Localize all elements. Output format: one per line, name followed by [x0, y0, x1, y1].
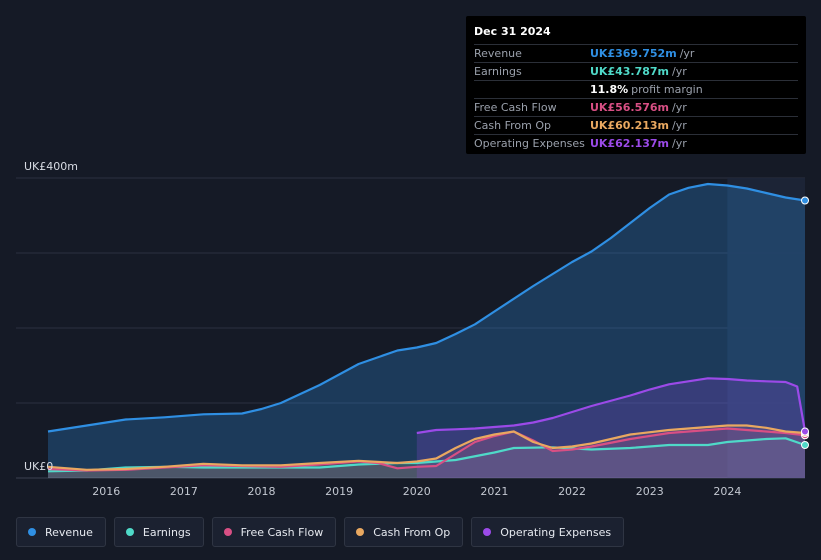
tooltip-row-unit: profit margin: [631, 83, 703, 96]
legend-dot-icon: [483, 528, 492, 536]
legend-item-earnings[interactable]: Earnings: [113, 517, 204, 547]
x-tick-label: 2019: [325, 485, 353, 498]
legend-item-free-cash-flow[interactable]: Free Cash Flow: [211, 517, 337, 547]
legend-label: Cash From Op: [373, 525, 451, 539]
tooltip-row-label: Revenue: [474, 47, 522, 60]
tooltip-row: Free Cash Flow UK£56.576m/yr: [474, 99, 798, 117]
tooltip-row-unit: /yr: [672, 137, 687, 150]
legend-dot-icon: [28, 528, 36, 536]
legend-label: Earnings: [142, 525, 191, 539]
tooltip-row-unit: /yr: [672, 101, 687, 114]
tooltip-row: Revenue UK£369.752m/yr: [474, 45, 798, 63]
tooltip-row-label: Earnings: [474, 65, 522, 78]
tooltip-row: Operating Expenses UK£62.137m/yr: [474, 135, 798, 152]
legend-dot-icon: [223, 528, 232, 536]
y-axis-label-bottom: UK£0: [24, 460, 53, 473]
tooltip-row-unit: /yr: [672, 119, 687, 132]
revenue-line: [47, 182, 806, 433]
x-tick-label: 2018: [248, 485, 276, 498]
tooltip-row-value: UK£56.576m: [590, 101, 670, 114]
cash-from-op-line: [47, 424, 806, 471]
legend-item-revenue[interactable]: Revenue: [16, 517, 106, 547]
operating-expenses-endpoint: [801, 427, 809, 436]
x-tick-label: 2017: [170, 485, 198, 498]
legend-label: Free Cash Flow: [240, 525, 324, 539]
tooltip-row-label: Cash From Op: [474, 119, 552, 132]
tooltip-row-value: UK£60.213m: [590, 119, 670, 132]
x-tick-label: 2024: [713, 485, 741, 498]
tooltip-row-label: [474, 81, 590, 98]
legend: Revenue Earnings Free Cash Flow Cash From O…: [16, 517, 625, 547]
legend-item-cash-from-op[interactable]: Cash From Op: [344, 517, 464, 547]
x-tick-label: 2021: [480, 485, 508, 498]
legend-dot-icon: [125, 528, 134, 536]
earnings-line: [47, 437, 806, 473]
legend-item-operating-expenses[interactable]: Operating Expenses: [471, 517, 625, 547]
legend-label: Revenue: [45, 525, 93, 539]
legend-dot-icon: [356, 528, 365, 536]
tooltip-row-value: UK£369.752m: [590, 47, 677, 60]
legend-label: Operating Expenses: [500, 525, 612, 539]
tooltip-row-value: UK£62.137m: [590, 137, 670, 150]
revenue-area: [48, 184, 805, 478]
tooltip-row: Earnings UK£43.787m/yr: [474, 63, 798, 81]
tooltip-row: Cash From Op UK£60.213m/yr: [474, 117, 798, 135]
tooltip: Dec 31 2024 Revenue UK£369.752m/yr Earning…: [466, 16, 806, 154]
x-tick-label: 2023: [636, 485, 664, 498]
x-tick-label: 2022: [558, 485, 586, 498]
tooltip-date: Dec 31 2024: [474, 22, 798, 45]
tooltip-row-label: Operating Expenses: [474, 137, 585, 150]
tooltip-row: 11.8% profit margin: [474, 81, 798, 99]
tooltip-row-value: UK£43.787m: [590, 65, 670, 78]
revenue-endpoint: [801, 196, 809, 205]
y-axis-label-top: UK£400m: [24, 160, 78, 173]
x-tick-label: 2016: [92, 485, 120, 498]
tooltip-row-label: Free Cash Flow: [474, 101, 557, 114]
earnings-endpoint: [801, 441, 809, 449]
tooltip-row-unit: /yr: [679, 47, 695, 60]
x-tick-label: 2020: [403, 485, 431, 498]
operating-expenses-area: [416, 378, 805, 478]
tooltip-row-unit: /yr: [672, 65, 687, 78]
operating-expenses-line: [416, 377, 807, 435]
tooltip-row-value: 11.8%: [590, 83, 629, 96]
free-cash-flow-area: [48, 428, 805, 478]
